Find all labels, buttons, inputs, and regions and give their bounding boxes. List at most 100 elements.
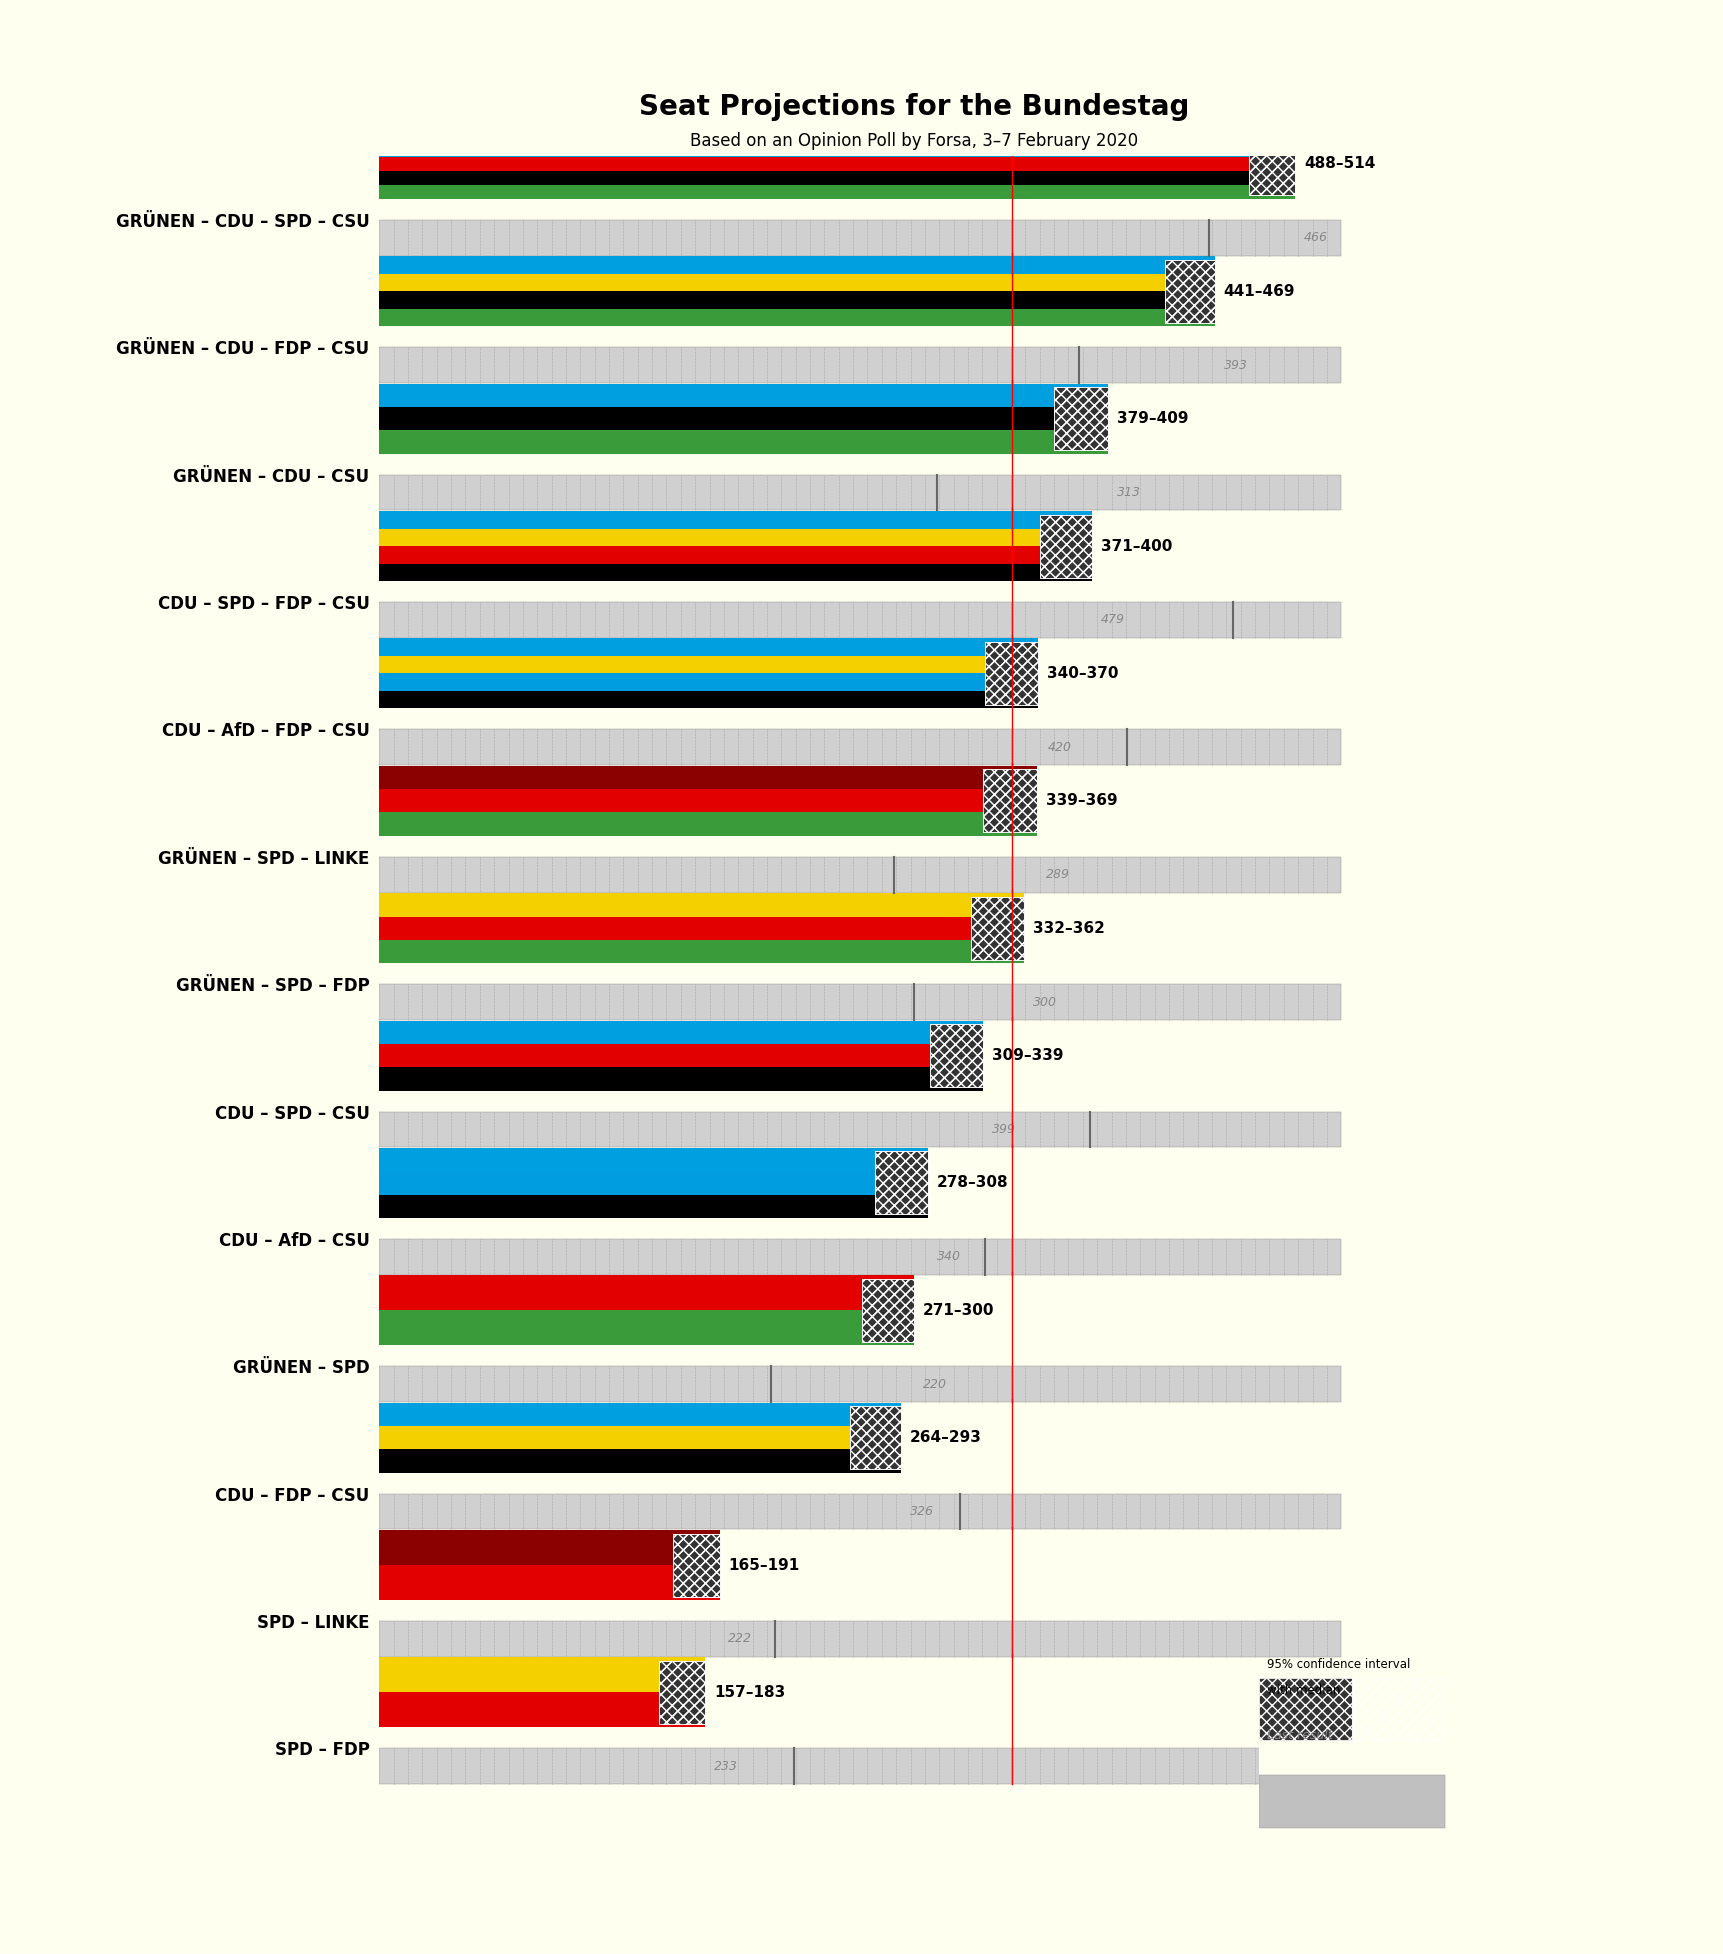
Bar bbox=[379, 1147, 927, 1170]
Bar bbox=[379, 1366, 1340, 1403]
Bar bbox=[379, 766, 1036, 789]
Bar bbox=[379, 602, 1340, 637]
Bar bbox=[862, 1278, 913, 1342]
Bar bbox=[1039, 514, 1091, 578]
Bar bbox=[849, 1407, 901, 1469]
Bar bbox=[379, 1043, 982, 1067]
Bar bbox=[658, 1661, 705, 1723]
Text: 339–369: 339–369 bbox=[1044, 793, 1117, 809]
Bar bbox=[379, 430, 1108, 453]
Bar bbox=[379, 186, 1294, 199]
Bar bbox=[862, 1278, 913, 1342]
Bar bbox=[1351, 1678, 1444, 1741]
Text: Seat Projections for the Bundestag: Seat Projections for the Bundestag bbox=[638, 94, 1189, 121]
Text: 332–362: 332–362 bbox=[1032, 920, 1104, 936]
Bar bbox=[984, 643, 1037, 705]
Bar bbox=[379, 858, 1340, 893]
Bar bbox=[674, 1534, 718, 1596]
Bar bbox=[379, 309, 1215, 326]
Bar bbox=[929, 1024, 982, 1086]
Bar bbox=[379, 545, 1091, 563]
Bar bbox=[379, 639, 1037, 657]
Bar bbox=[379, 475, 1340, 510]
Text: 420: 420 bbox=[1048, 741, 1070, 754]
Bar bbox=[1039, 514, 1091, 578]
Text: 488–514: 488–514 bbox=[1303, 156, 1375, 172]
Bar bbox=[379, 674, 1037, 692]
Bar bbox=[379, 1276, 913, 1311]
Bar bbox=[379, 406, 1108, 430]
Bar bbox=[982, 770, 1036, 832]
Bar bbox=[379, 512, 1091, 530]
Bar bbox=[379, 1403, 901, 1426]
Text: 393: 393 bbox=[1223, 360, 1247, 371]
Bar bbox=[379, 256, 1215, 274]
Text: 157–183: 157–183 bbox=[713, 1684, 786, 1700]
Text: 289: 289 bbox=[1044, 868, 1068, 881]
Bar bbox=[379, 156, 1294, 170]
Text: with median: with median bbox=[1266, 1684, 1340, 1696]
Bar bbox=[1165, 260, 1215, 322]
Bar bbox=[379, 657, 1037, 674]
Bar bbox=[379, 563, 1091, 580]
Bar bbox=[984, 643, 1037, 705]
Bar bbox=[379, 1020, 982, 1043]
Bar bbox=[379, 1311, 913, 1346]
Bar bbox=[1247, 133, 1294, 195]
Bar bbox=[379, 1067, 982, 1090]
Text: 399: 399 bbox=[991, 1124, 1015, 1135]
Bar bbox=[379, 348, 1340, 383]
Text: 300: 300 bbox=[1032, 997, 1056, 1008]
Text: 264–293: 264–293 bbox=[910, 1430, 982, 1446]
Text: 313: 313 bbox=[1117, 487, 1141, 498]
Bar bbox=[658, 1661, 705, 1723]
Bar bbox=[379, 274, 1215, 291]
Bar bbox=[379, 916, 1023, 940]
Bar bbox=[379, 1450, 901, 1473]
Bar bbox=[379, 143, 1294, 156]
Text: 340–370: 340–370 bbox=[1048, 666, 1118, 680]
Bar bbox=[1165, 260, 1215, 322]
Bar bbox=[970, 897, 1023, 959]
Bar bbox=[982, 770, 1036, 832]
Bar bbox=[379, 1170, 927, 1194]
Text: 233: 233 bbox=[713, 1761, 737, 1772]
Bar bbox=[379, 813, 1036, 836]
Bar bbox=[379, 789, 1036, 813]
Text: 220: 220 bbox=[922, 1378, 946, 1391]
Text: 466: 466 bbox=[1303, 231, 1327, 244]
Text: 441–469: 441–469 bbox=[1223, 283, 1294, 299]
Bar bbox=[379, 985, 1340, 1020]
Bar bbox=[379, 1692, 705, 1727]
Bar bbox=[1258, 1678, 1351, 1741]
Bar bbox=[1258, 1774, 1444, 1829]
Bar bbox=[379, 1749, 1340, 1784]
Bar bbox=[379, 1493, 1340, 1530]
Text: 479: 479 bbox=[1101, 614, 1123, 627]
Bar bbox=[1054, 387, 1108, 449]
Bar bbox=[379, 1657, 705, 1692]
Bar bbox=[379, 1194, 927, 1217]
Bar bbox=[379, 170, 1294, 186]
Bar bbox=[849, 1407, 901, 1469]
Text: 95% confidence interval: 95% confidence interval bbox=[1266, 1659, 1409, 1671]
Text: 271–300: 271–300 bbox=[922, 1303, 994, 1317]
Text: 278–308: 278–308 bbox=[936, 1176, 1008, 1190]
Text: 165–191: 165–191 bbox=[729, 1557, 799, 1573]
Text: 371–400: 371–400 bbox=[1101, 539, 1172, 553]
Bar bbox=[379, 1426, 901, 1450]
Bar bbox=[874, 1151, 927, 1215]
Bar bbox=[379, 1565, 718, 1600]
Bar bbox=[379, 383, 1108, 406]
Bar bbox=[674, 1534, 718, 1596]
Bar bbox=[1054, 387, 1108, 449]
Bar bbox=[970, 897, 1023, 959]
Text: Last result: Last result bbox=[1266, 1729, 1332, 1741]
Bar bbox=[379, 692, 1037, 709]
Bar bbox=[379, 1530, 718, 1565]
Bar bbox=[379, 729, 1340, 766]
Bar bbox=[379, 221, 1340, 256]
Bar bbox=[379, 291, 1215, 309]
Bar bbox=[929, 1024, 982, 1086]
Bar bbox=[379, 940, 1023, 963]
